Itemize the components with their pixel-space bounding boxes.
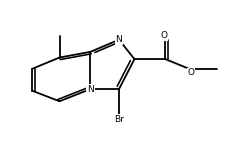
Text: O: O: [188, 68, 195, 77]
Text: O: O: [161, 31, 168, 40]
Text: N: N: [116, 35, 122, 44]
Text: Br: Br: [114, 115, 124, 124]
Text: N: N: [87, 85, 94, 94]
